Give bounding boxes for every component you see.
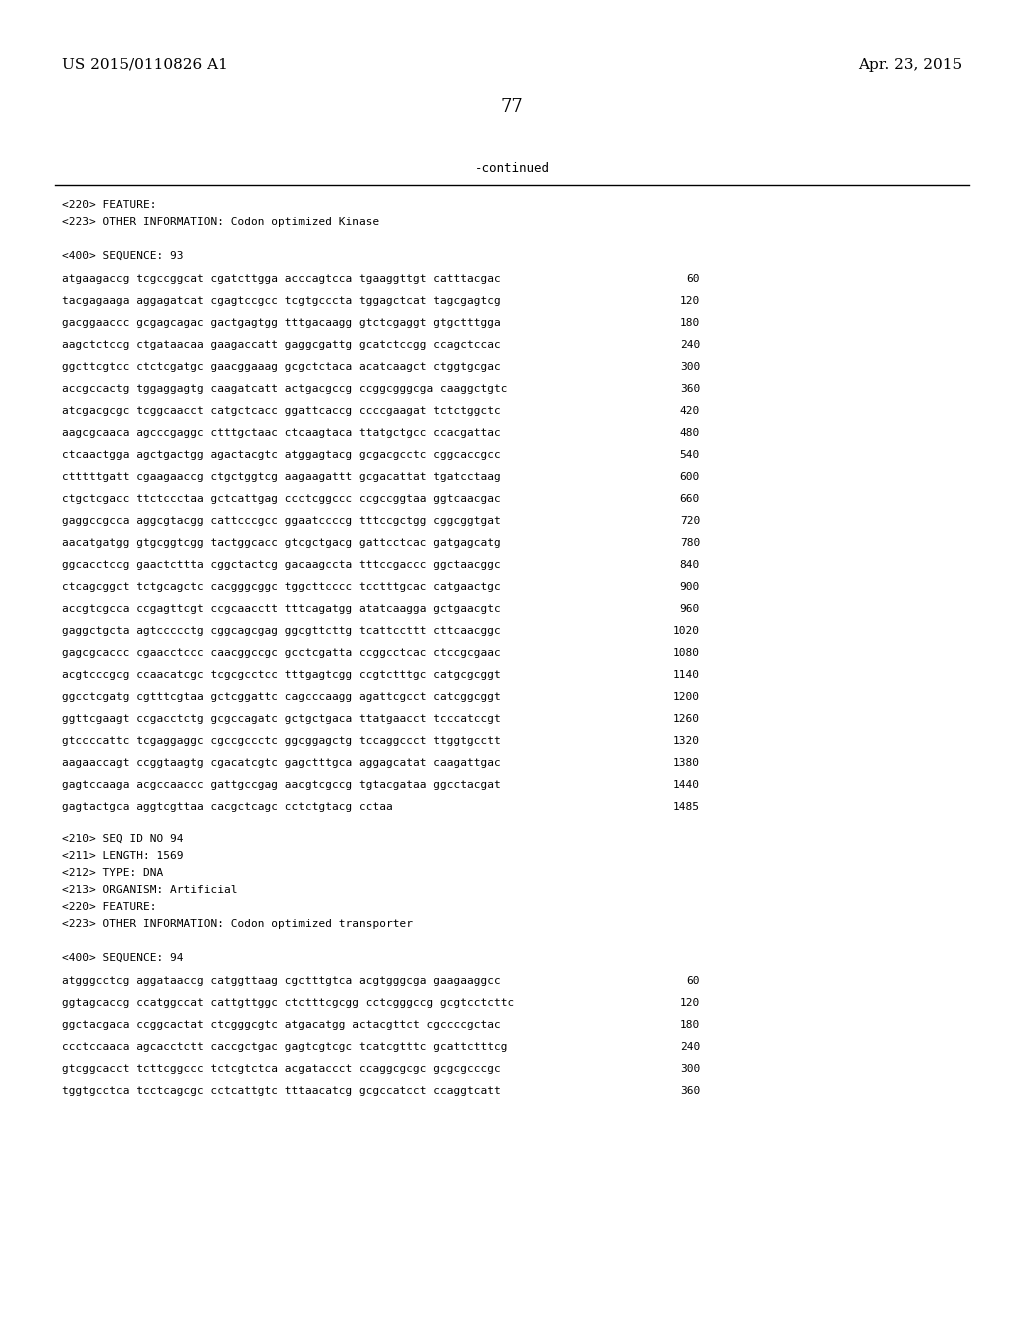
Text: 480: 480: [680, 428, 700, 438]
Text: <220> FEATURE:: <220> FEATURE:: [62, 201, 157, 210]
Text: aagaaccagt ccggtaagtg cgacatcgtc gagctttgca aggagcatat caagattgac: aagaaccagt ccggtaagtg cgacatcgtc gagcttt…: [62, 758, 501, 768]
Text: ctttttgatt cgaagaaccg ctgctggtcg aagaagattt gcgacattat tgatcctaag: ctttttgatt cgaagaaccg ctgctggtcg aagaaga…: [62, 473, 501, 482]
Text: <213> ORGANISM: Artificial: <213> ORGANISM: Artificial: [62, 884, 238, 895]
Text: acgtcccgcg ccaacatcgc tcgcgcctcc tttgagtcgg ccgtctttgc catgcgcggt: acgtcccgcg ccaacatcgc tcgcgcctcc tttgagt…: [62, 671, 501, 680]
Text: 1320: 1320: [673, 737, 700, 746]
Text: <220> FEATURE:: <220> FEATURE:: [62, 902, 157, 912]
Text: atgaagaccg tcgccggcat cgatcttgga acccagtcca tgaaggttgt catttacgac: atgaagaccg tcgccggcat cgatcttgga acccagt…: [62, 275, 501, 284]
Text: 60: 60: [686, 975, 700, 986]
Text: <211> LENGTH: 1569: <211> LENGTH: 1569: [62, 851, 183, 861]
Text: ggttcgaagt ccgacctctg gcgccagatc gctgctgaca ttatgaacct tcccatccgt: ggttcgaagt ccgacctctg gcgccagatc gctgctg…: [62, 714, 501, 723]
Text: 60: 60: [686, 275, 700, 284]
Text: aacatgatgg gtgcggtcgg tactggcacc gtcgctgacg gattcctcac gatgagcatg: aacatgatgg gtgcggtcgg tactggcacc gtcgctg…: [62, 539, 501, 548]
Text: 240: 240: [680, 1041, 700, 1052]
Text: <400> SEQUENCE: 94: <400> SEQUENCE: 94: [62, 953, 183, 964]
Text: tacgagaaga aggagatcat cgagtccgcc tcgtgcccta tggagctcat tagcgagtcg: tacgagaaga aggagatcat cgagtccgcc tcgtgcc…: [62, 296, 501, 306]
Text: 660: 660: [680, 494, 700, 504]
Text: 420: 420: [680, 407, 700, 416]
Text: 360: 360: [680, 1086, 700, 1096]
Text: 900: 900: [680, 582, 700, 591]
Text: ctcagcggct tctgcagctc cacgggcggc tggcttcccc tcctttgcac catgaactgc: ctcagcggct tctgcagctc cacgggcggc tggcttc…: [62, 582, 501, 591]
Text: 1200: 1200: [673, 692, 700, 702]
Text: gaggctgcta agtccccctg cggcagcgag ggcgttcttg tcattccttt cttcaacggc: gaggctgcta agtccccctg cggcagcgag ggcgttc…: [62, 626, 501, 636]
Text: aagctctccg ctgataacaa gaagaccatt gaggcgattg gcatctccgg ccagctccac: aagctctccg ctgataacaa gaagaccatt gaggcga…: [62, 341, 501, 350]
Text: 540: 540: [680, 450, 700, 459]
Text: <210> SEQ ID NO 94: <210> SEQ ID NO 94: [62, 834, 183, 843]
Text: atgggcctcg aggataaccg catggttaag cgctttgtca acgtgggcga gaagaaggcc: atgggcctcg aggataaccg catggttaag cgctttg…: [62, 975, 501, 986]
Text: -continued: -continued: [474, 162, 550, 176]
Text: ggcacctccg gaactcttta cggctactcg gacaagccta tttccgaccc ggctaacggc: ggcacctccg gaactcttta cggctactcg gacaagc…: [62, 560, 501, 570]
Text: ggcttcgtcc ctctcgatgc gaacggaaag gcgctctaca acatcaagct ctggtgcgac: ggcttcgtcc ctctcgatgc gaacggaaag gcgctct…: [62, 362, 501, 372]
Text: ctcaactgga agctgactgg agactacgtc atggagtacg gcgacgcctc cggcaccgcc: ctcaactgga agctgactgg agactacgtc atggagt…: [62, 450, 501, 459]
Text: 1380: 1380: [673, 758, 700, 768]
Text: 1140: 1140: [673, 671, 700, 680]
Text: 300: 300: [680, 362, 700, 372]
Text: 1485: 1485: [673, 803, 700, 812]
Text: Apr. 23, 2015: Apr. 23, 2015: [858, 58, 962, 73]
Text: 1260: 1260: [673, 714, 700, 723]
Text: aagcgcaaca agcccgaggc ctttgctaac ctcaagtaca ttatgctgcc ccacgattac: aagcgcaaca agcccgaggc ctttgctaac ctcaagt…: [62, 428, 501, 438]
Text: 180: 180: [680, 1020, 700, 1030]
Text: ccctccaaca agcacctctt caccgctgac gagtcgtcgc tcatcgtttc gcattctttcg: ccctccaaca agcacctctt caccgctgac gagtcgt…: [62, 1041, 508, 1052]
Text: 300: 300: [680, 1064, 700, 1074]
Text: ggcctcgatg cgtttcgtaa gctcggattc cagcccaagg agattcgcct catcggcggt: ggcctcgatg cgtttcgtaa gctcggattc cagccca…: [62, 692, 501, 702]
Text: ggtagcaccg ccatggccat cattgttggc ctctttcgcgg cctcgggccg gcgtcctcttc: ggtagcaccg ccatggccat cattgttggc ctctttc…: [62, 998, 514, 1008]
Text: 960: 960: [680, 605, 700, 614]
Text: 77: 77: [501, 98, 523, 116]
Text: <212> TYPE: DNA: <212> TYPE: DNA: [62, 869, 163, 878]
Text: atcgacgcgc tcggcaacct catgctcacc ggattcaccg ccccgaagat tctctggctc: atcgacgcgc tcggcaacct catgctcacc ggattca…: [62, 407, 501, 416]
Text: US 2015/0110826 A1: US 2015/0110826 A1: [62, 58, 228, 73]
Text: gacggaaccc gcgagcagac gactgagtgg tttgacaagg gtctcgaggt gtgctttgga: gacggaaccc gcgagcagac gactgagtgg tttgaca…: [62, 318, 501, 327]
Text: gagcgcaccc cgaacctccc caacggccgc gcctcgatta ccggcctcac ctccgcgaac: gagcgcaccc cgaacctccc caacggccgc gcctcga…: [62, 648, 501, 657]
Text: gaggccgcca aggcgtacgg cattcccgcc ggaatccccg tttccgctgg cggcggtgat: gaggccgcca aggcgtacgg cattcccgcc ggaatcc…: [62, 516, 501, 525]
Text: 1080: 1080: [673, 648, 700, 657]
Text: 180: 180: [680, 318, 700, 327]
Text: ctgctcgacc ttctccctaa gctcattgag ccctcggccc ccgccggtaa ggtcaacgac: ctgctcgacc ttctccctaa gctcattgag ccctcgg…: [62, 494, 501, 504]
Text: 360: 360: [680, 384, 700, 393]
Text: 1440: 1440: [673, 780, 700, 789]
Text: <400> SEQUENCE: 93: <400> SEQUENCE: 93: [62, 251, 183, 261]
Text: gtccccattc tcgaggaggc cgccgccctc ggcggagctg tccaggccct ttggtgcctt: gtccccattc tcgaggaggc cgccgccctc ggcggag…: [62, 737, 501, 746]
Text: 120: 120: [680, 998, 700, 1008]
Text: 780: 780: [680, 539, 700, 548]
Text: gagtccaaga acgccaaccc gattgccgag aacgtcgccg tgtacgataa ggcctacgat: gagtccaaga acgccaaccc gattgccgag aacgtcg…: [62, 780, 501, 789]
Text: 120: 120: [680, 296, 700, 306]
Text: tggtgcctca tcctcagcgc cctcattgtc tttaacatcg gcgccatcct ccaggtcatt: tggtgcctca tcctcagcgc cctcattgtc tttaaca…: [62, 1086, 501, 1096]
Text: gagtactgca aggtcgttaa cacgctcagc cctctgtacg cctaa: gagtactgca aggtcgttaa cacgctcagc cctctgt…: [62, 803, 393, 812]
Text: 840: 840: [680, 560, 700, 570]
Text: accgccactg tggaggagtg caagatcatt actgacgccg ccggcgggcga caaggctgtc: accgccactg tggaggagtg caagatcatt actgacg…: [62, 384, 508, 393]
Text: <223> OTHER INFORMATION: Codon optimized Kinase: <223> OTHER INFORMATION: Codon optimized…: [62, 216, 379, 227]
Text: 240: 240: [680, 341, 700, 350]
Text: ggctacgaca ccggcactat ctcgggcgtc atgacatgg actacgttct cgccccgctac: ggctacgaca ccggcactat ctcgggcgtc atgacat…: [62, 1020, 501, 1030]
Text: 1020: 1020: [673, 626, 700, 636]
Text: 600: 600: [680, 473, 700, 482]
Text: gtcggcacct tcttcggccc tctcgtctca acgataccct ccaggcgcgc gcgcgcccgc: gtcggcacct tcttcggccc tctcgtctca acgatac…: [62, 1064, 501, 1074]
Text: accgtcgcca ccgagttcgt ccgcaacctt tttcagatgg atatcaagga gctgaacgtc: accgtcgcca ccgagttcgt ccgcaacctt tttcaga…: [62, 605, 501, 614]
Text: <223> OTHER INFORMATION: Codon optimized transporter: <223> OTHER INFORMATION: Codon optimized…: [62, 919, 413, 929]
Text: 720: 720: [680, 516, 700, 525]
